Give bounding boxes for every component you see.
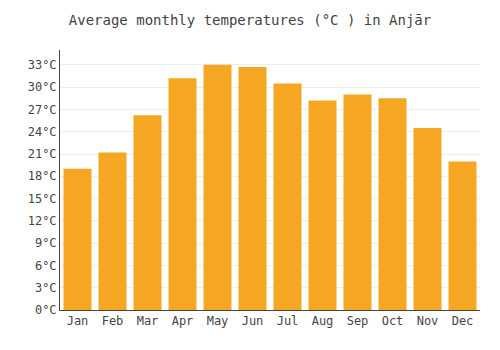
svg-text:Average monthly temperatures (: Average monthly temperatures (°C ) in An… [69, 12, 431, 28]
svg-text:Jun: Jun [242, 314, 264, 328]
svg-text:Mar: Mar [137, 314, 159, 328]
svg-text:9°C: 9°C [35, 236, 57, 250]
svg-text:May: May [207, 314, 229, 328]
svg-text:3°C: 3°C [35, 281, 57, 295]
svg-text:Apr: Apr [172, 314, 194, 328]
svg-text:Oct: Oct [382, 314, 404, 328]
svg-text:12°C: 12°C [28, 214, 57, 228]
svg-text:0°C: 0°C [35, 303, 57, 317]
svg-text:15°C: 15°C [28, 192, 57, 206]
svg-text:27°C: 27°C [28, 103, 57, 117]
svg-text:Dec: Dec [452, 314, 474, 328]
svg-text:6°C: 6°C [35, 259, 57, 273]
svg-text:Feb: Feb [102, 314, 124, 328]
svg-text:33°C: 33°C [28, 58, 57, 72]
svg-text:Nov: Nov [417, 314, 439, 328]
svg-text:24°C: 24°C [28, 125, 57, 139]
svg-text:Aug: Aug [312, 314, 334, 328]
svg-text:21°C: 21°C [28, 147, 57, 161]
svg-text:Jan: Jan [67, 314, 89, 328]
svg-text:Sep: Sep [347, 314, 369, 328]
svg-text:18°C: 18°C [28, 169, 57, 183]
svg-text:30°C: 30°C [28, 80, 57, 94]
svg-text:Jul: Jul [277, 314, 299, 328]
